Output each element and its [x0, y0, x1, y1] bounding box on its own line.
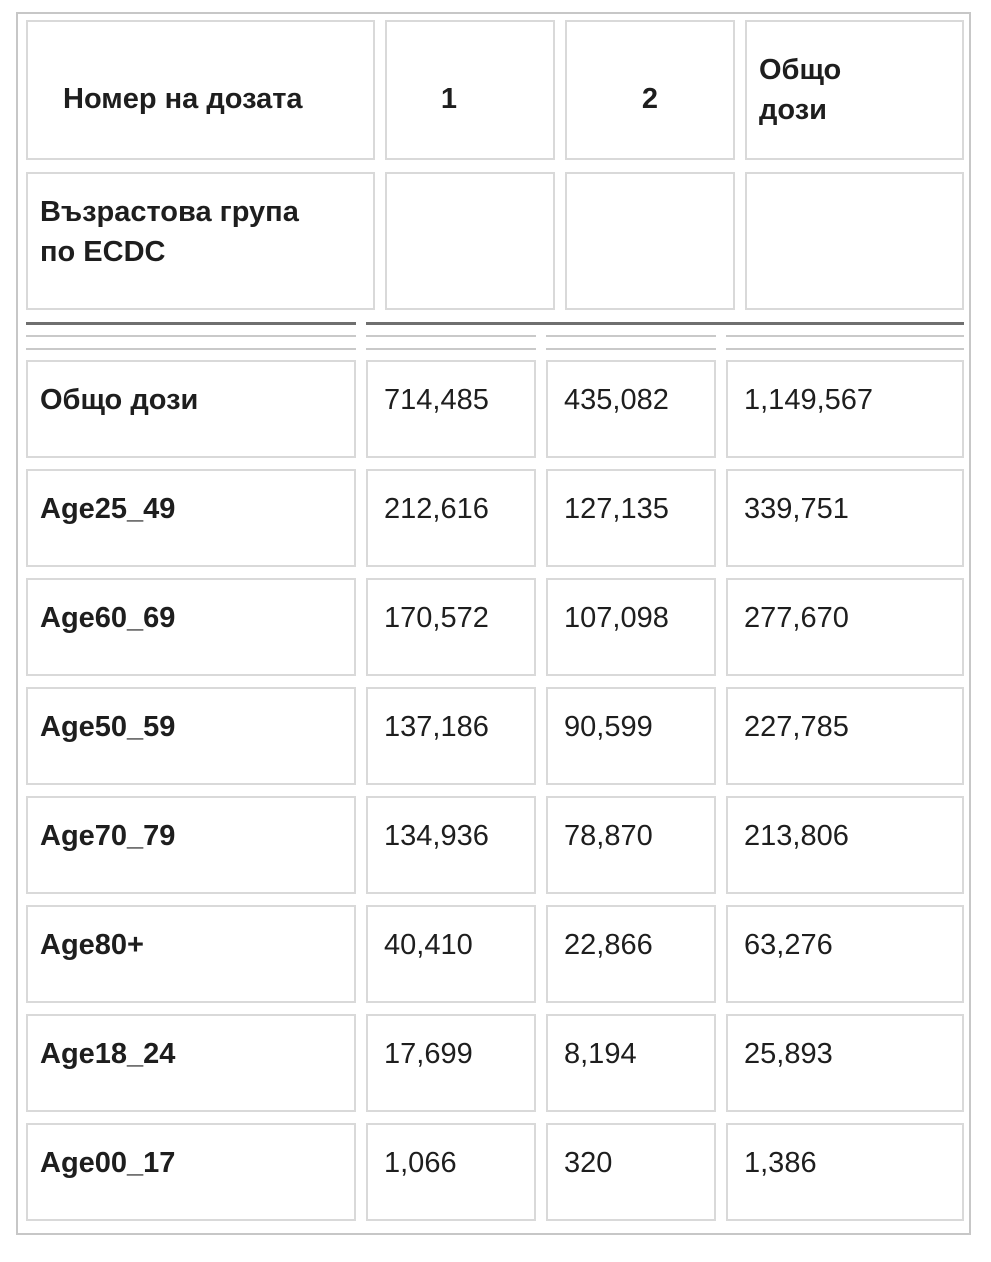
table-row: Age80+ 40,410 22,866 63,276 [26, 905, 964, 1003]
dose1-value: 40,410 [366, 905, 536, 1003]
dose1-value: 134,936 [366, 796, 536, 894]
corner-label-cell: Номер на дозата [26, 20, 375, 160]
table-row: Age50_59 137,186 90,599 227,785 [26, 687, 964, 785]
total-doses-header-line1: Общо [759, 53, 842, 86]
empty-header-cell [745, 172, 964, 310]
age-group-label-line2: по ECDC [40, 236, 166, 268]
age-group-label-line1: Възрастова група [40, 195, 299, 228]
empty-header-cell [385, 172, 555, 310]
dose2-value: 435,082 [546, 360, 716, 458]
header-row-doses: Номер на дозата 1 2 Общо дози [26, 20, 964, 160]
table-row: Age18_24 17,699 8,194 25,893 [26, 1014, 964, 1112]
row-label: Age70_79 [26, 796, 356, 894]
row-label: Age50_59 [26, 687, 356, 785]
header-row-age-group: Възрастова група по ECDC [26, 172, 964, 310]
pivot-table: Номер на дозата 1 2 Общо дози Възрастова… [16, 12, 971, 1235]
dose1-value: 170,572 [366, 578, 536, 676]
separator-light-line [726, 335, 964, 337]
row-label: Age60_69 [26, 578, 356, 676]
dose2-value: 90,599 [546, 687, 716, 785]
total-value: 63,276 [726, 905, 964, 1003]
table-row: Age70_79 134,936 78,870 213,806 [26, 796, 964, 894]
separator-value-columns [366, 322, 964, 350]
dose2-value: 107,098 [546, 578, 716, 676]
dose2-value: 78,870 [546, 796, 716, 894]
total-value: 1,149,567 [726, 360, 964, 458]
dose1-value: 17,699 [366, 1014, 536, 1112]
separator-light-line [26, 348, 356, 350]
row-label: Общо дози [26, 360, 356, 458]
total-doses-header-line2: дози [759, 94, 827, 126]
separator-dark-line [366, 322, 964, 325]
dose1-value: 212,616 [366, 469, 536, 567]
empty-header-cell [565, 172, 735, 310]
dose2-value: 320 [546, 1123, 716, 1221]
total-value: 339,751 [726, 469, 964, 567]
total-value: 277,670 [726, 578, 964, 676]
total-value: 1,386 [726, 1123, 964, 1221]
table-row: Age60_69 170,572 107,098 277,670 [26, 578, 964, 676]
table-row: Общо дози 714,485 435,082 1,149,567 [26, 360, 964, 458]
separator-light-line [26, 335, 356, 337]
dose2-value: 22,866 [546, 905, 716, 1003]
dose-1-header-cell: 1 [385, 20, 555, 160]
dose-2-header-cell: 2 [565, 20, 735, 160]
total-value: 227,785 [726, 687, 964, 785]
row-label: Age00_17 [26, 1123, 356, 1221]
row-label: Age18_24 [26, 1014, 356, 1112]
separator-sub-col [726, 325, 964, 350]
row-label: Age25_49 [26, 469, 356, 567]
header-body-separator [26, 322, 964, 350]
separator-light-line [546, 335, 716, 337]
separator-sub-col [546, 325, 716, 350]
separator-col1 [26, 322, 356, 350]
total-doses-header-cell: Общо дози [745, 20, 964, 160]
separator-light-line [366, 335, 536, 337]
row-label: Age80+ [26, 905, 356, 1003]
total-value: 213,806 [726, 796, 964, 894]
dose2-value: 8,194 [546, 1014, 716, 1112]
dose2-value: 127,135 [546, 469, 716, 567]
dose1-value: 714,485 [366, 360, 536, 458]
separator-dark-line [26, 322, 356, 325]
age-group-label-cell: Възрастова група по ECDC [26, 172, 375, 310]
total-value: 25,893 [726, 1014, 964, 1112]
separator-light-line [546, 348, 716, 350]
separator-light-line [366, 348, 536, 350]
separator-sub-col [366, 325, 536, 350]
dose1-value: 1,066 [366, 1123, 536, 1221]
dose1-value: 137,186 [366, 687, 536, 785]
table-row: Age25_49 212,616 127,135 339,751 [26, 469, 964, 567]
table-row: Age00_17 1,066 320 1,386 [26, 1123, 964, 1221]
separator-light-line [726, 348, 964, 350]
